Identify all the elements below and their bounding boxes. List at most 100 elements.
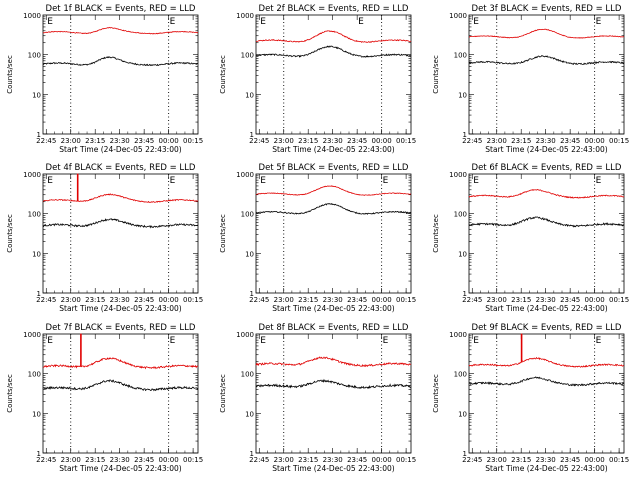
panel-title: Det 9f BLACK = Events, RED = LLD: [472, 323, 622, 333]
x-tick-label: 22:45: [249, 137, 269, 145]
y-axis-label: Counts/sec: [432, 374, 440, 413]
series-line-lld: [42, 173, 199, 203]
x-tick-label: 23:00: [61, 296, 81, 304]
x-tick-label: 23:45: [134, 137, 154, 145]
x-axis-label: Start Time (24-Dec-05 22:43:00): [485, 145, 607, 154]
y-tick-label: 100: [241, 52, 254, 60]
y-tick-label: 1000: [449, 171, 467, 179]
series-line-events: [42, 55, 199, 67]
x-tick-label: 23:45: [560, 296, 580, 304]
series-line-events: [468, 55, 625, 66]
panel-title: Det 2f BLACK = Events, RED = LLD: [259, 4, 409, 14]
x-tick-label: 22:45: [36, 456, 56, 464]
y-tick-label: 1000: [236, 12, 254, 20]
event-marker: E: [260, 336, 266, 346]
y-tick-label: 1000: [23, 171, 41, 179]
x-tick-label: 00:00: [159, 456, 179, 464]
x-tick-label: 23:30: [323, 456, 343, 464]
y-tick-label: 10: [245, 250, 254, 258]
x-tick-label: 23:00: [487, 296, 507, 304]
series-line-events: [468, 376, 625, 387]
x-tick-label: 00:00: [372, 296, 392, 304]
y-tick-label: 1000: [449, 12, 467, 20]
x-tick-label: 23:30: [536, 137, 556, 145]
x-tick-label: 23:45: [560, 456, 580, 464]
x-tick-label: 22:45: [462, 296, 482, 304]
x-tick-label: 22:45: [249, 296, 269, 304]
event-marker: E: [473, 176, 479, 186]
detector-panel-8: Det 8f BLACK = Events, RED = LLD 1 10 100 10…: [219, 323, 416, 473]
x-tick-label: 22:45: [462, 137, 482, 145]
event-marker: E: [170, 176, 176, 186]
y-tick-label: 10: [245, 91, 254, 99]
y-tick-label: 10: [458, 250, 467, 258]
event-marker: E: [260, 176, 266, 186]
x-tick-label: 23:30: [110, 456, 130, 464]
y-tick-label: 1: [37, 131, 41, 139]
series-line-lld: [43, 26, 199, 35]
x-tick-label: 00:00: [585, 456, 605, 464]
panel-title: Det 6f BLACK = Events, RED = LLD: [472, 163, 622, 173]
y-tick-label: 1: [463, 131, 467, 139]
x-tick-label: 23:00: [487, 456, 507, 464]
y-tick-label: 10: [32, 250, 41, 258]
detector-panel-1: Det 1f BLACK = Events, RED = LLD 1 10 100 10…: [6, 4, 203, 154]
x-tick-label: 23:15: [511, 137, 531, 145]
x-tick-label: 00:15: [396, 296, 416, 304]
y-tick-label: 10: [32, 410, 41, 418]
y-axis-label: Counts/sec: [6, 214, 14, 253]
x-tick-label: 23:45: [134, 456, 154, 464]
y-tick-label: 100: [28, 371, 41, 379]
x-tick-label: 23:45: [347, 137, 367, 145]
y-tick-label: 1: [37, 290, 41, 298]
y-axis-label: Counts/sec: [432, 55, 440, 94]
series-line-lld: [255, 356, 412, 368]
y-tick-label: 100: [241, 211, 254, 219]
panel-title: Det 1f BLACK = Events, RED = LLD: [46, 4, 196, 14]
event-marker: E: [383, 336, 389, 346]
x-tick-label: 23:30: [323, 137, 343, 145]
y-tick-label: 100: [28, 52, 41, 60]
event-marker: E: [473, 17, 479, 27]
series-line-lld: [468, 333, 625, 368]
x-tick-label: 00:00: [159, 296, 179, 304]
x-tick-label: 00:15: [183, 137, 203, 145]
series-line-lld: [255, 30, 412, 43]
panel-title: Det 8f BLACK = Events, RED = LLD: [259, 323, 409, 333]
x-tick-label: 23:15: [298, 296, 318, 304]
x-axis-label: Start Time (24-Dec-05 22:43:00): [272, 464, 394, 473]
event-marker: E: [383, 176, 389, 186]
event-marker: E: [260, 17, 266, 27]
x-tick-label: 00:15: [609, 456, 629, 464]
y-tick-label: 100: [454, 211, 467, 219]
y-tick-label: 10: [32, 91, 41, 99]
detector-panel-6: Det 6f BLACK = Events, RED = LLD 1 10 100 10…: [432, 163, 629, 313]
event-marker: E: [596, 17, 602, 27]
x-tick-label: 23:45: [347, 296, 367, 304]
y-tick-label: 1: [250, 290, 254, 298]
plot-frame: [468, 14, 625, 135]
event-marker: E: [596, 176, 602, 186]
x-tick-label: 00:15: [609, 296, 629, 304]
x-axis-label: Start Time (24-Dec-05 22:43:00): [272, 304, 394, 313]
series-line-events: [255, 45, 412, 58]
y-axis-label: Counts/sec: [219, 214, 227, 253]
y-axis-label: Counts/sec: [6, 55, 14, 94]
series-line-events: [255, 202, 412, 215]
y-axis-label: Counts/sec: [219, 374, 227, 413]
detector-panel-3: Det 3f BLACK = Events, RED = LLD 1 10 100 10…: [432, 4, 629, 154]
event-marker: E: [170, 17, 176, 27]
x-axis-label: Start Time (24-Dec-05 22:43:00): [485, 464, 607, 473]
series-line-lld: [255, 185, 411, 196]
x-axis-label: Start Time (24-Dec-05 22:43:00): [59, 145, 181, 154]
y-tick-label: 1: [250, 131, 254, 139]
panel-title: Det 7f BLACK = Events, RED = LLD: [46, 323, 196, 333]
series-line-lld: [42, 333, 199, 370]
detector-panel-2: Det 2f BLACK = Events, RED = LLD 1 10 100 10…: [219, 4, 416, 154]
x-tick-label: 00:00: [585, 296, 605, 304]
x-tick-label: 23:15: [85, 296, 105, 304]
x-tick-label: 23:00: [274, 296, 294, 304]
plot-frame: [255, 333, 412, 454]
x-tick-label: 00:00: [159, 137, 179, 145]
series-line-lld: [469, 28, 625, 39]
